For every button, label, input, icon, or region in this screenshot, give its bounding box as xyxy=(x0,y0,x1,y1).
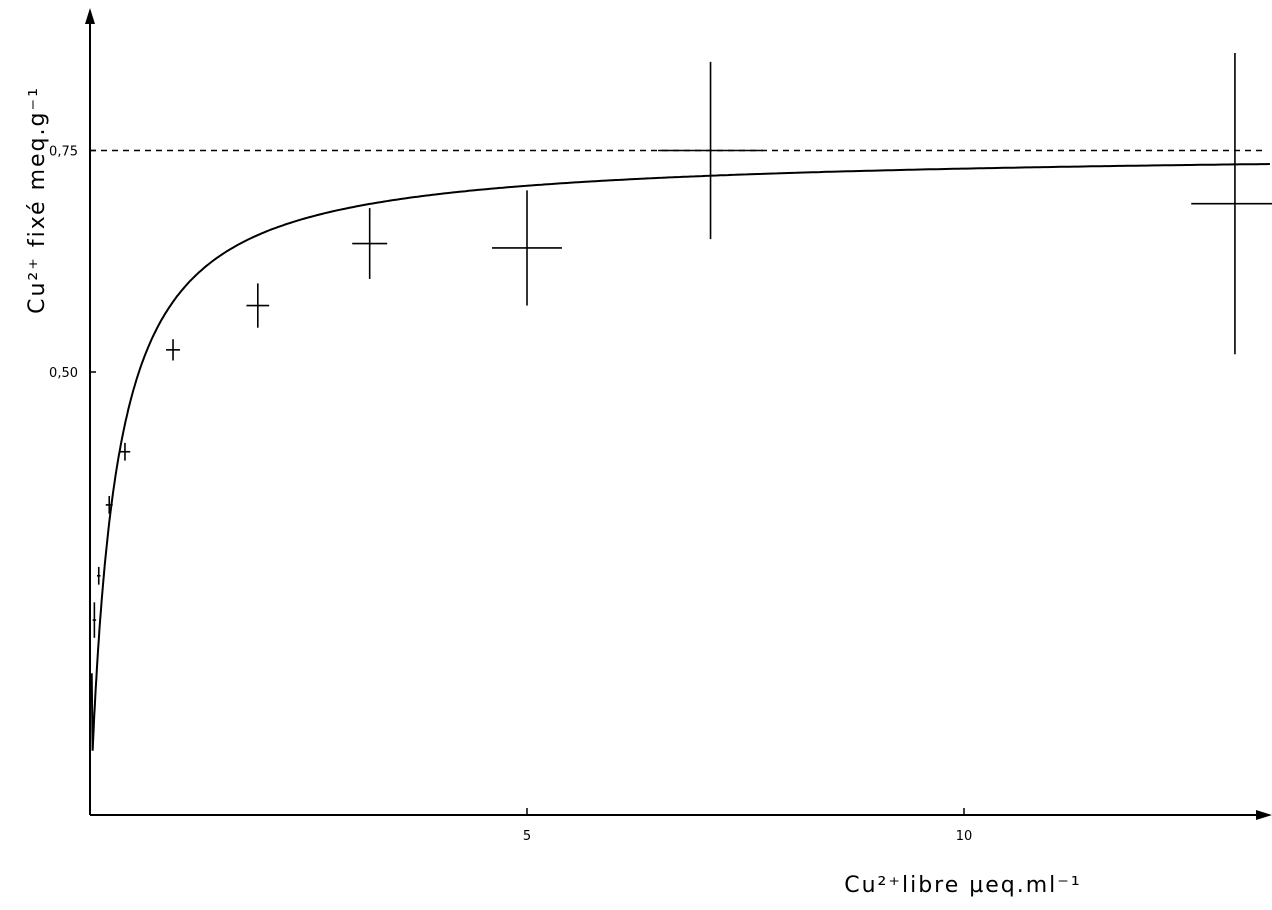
y-tick-label-0: 0,50 xyxy=(49,366,78,381)
y-axis-title: Cu²⁺ fixé meq.g⁻¹ xyxy=(25,86,50,314)
data-point-0 xyxy=(92,602,97,638)
data-point-8 xyxy=(658,61,763,240)
x-axis-title: Cu²⁺libre µeq.ml⁻¹ xyxy=(844,873,1081,898)
x-tick-label-0: 5 xyxy=(523,829,531,844)
x-axis-arrow xyxy=(1256,810,1272,820)
x-ticks: 5 10 xyxy=(523,808,972,844)
data-point-4 xyxy=(166,339,181,361)
data-point-5 xyxy=(246,283,270,328)
data-point-2 xyxy=(105,496,113,514)
data-point-7 xyxy=(492,190,562,306)
data-point-1 xyxy=(96,566,101,585)
y-axis-arrow xyxy=(85,8,95,24)
fit-curve xyxy=(90,163,1270,751)
data-point-6 xyxy=(352,208,388,279)
data-point-3 xyxy=(119,442,131,461)
x-tick-label-1: 10 xyxy=(956,829,973,844)
y-tick-label-1: 0,75 xyxy=(49,145,78,160)
y-ticks: 0,50 0,75 xyxy=(49,145,96,381)
data-points xyxy=(92,53,1272,638)
data-point-9 xyxy=(1191,53,1272,355)
